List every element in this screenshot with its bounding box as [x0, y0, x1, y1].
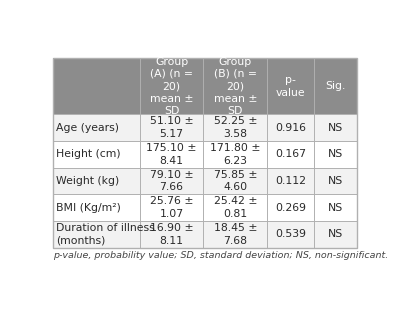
Text: NS: NS: [328, 123, 343, 133]
Text: Group
(B) (n =
20)
mean ±
SD: Group (B) (n = 20) mean ± SD: [214, 57, 257, 116]
Text: 0.916: 0.916: [275, 123, 306, 133]
Text: NS: NS: [328, 229, 343, 239]
Text: p-
value: p- value: [276, 75, 306, 98]
Text: 51.10 ±
5.17: 51.10 ± 5.17: [150, 116, 193, 139]
Text: 0.167: 0.167: [275, 149, 306, 159]
Text: BMI (Kg/m²): BMI (Kg/m²): [56, 203, 121, 213]
Text: 171.80 ±
6.23: 171.80 ± 6.23: [210, 143, 261, 166]
Text: 0.539: 0.539: [275, 229, 306, 239]
Text: NS: NS: [328, 203, 343, 213]
Bar: [53, 58, 357, 114]
Bar: [53, 58, 357, 248]
Text: Sig.: Sig.: [326, 81, 346, 91]
Text: 75.85 ±
4.60: 75.85 ± 4.60: [214, 170, 257, 192]
Text: 0.269: 0.269: [275, 203, 306, 213]
Text: 18.45 ±
7.68: 18.45 ± 7.68: [214, 223, 257, 246]
Text: NS: NS: [328, 176, 343, 186]
Text: Weight (kg): Weight (kg): [56, 176, 120, 186]
Text: Duration of illness
(months): Duration of illness (months): [56, 223, 155, 246]
Bar: [53, 168, 357, 194]
Text: 79.10 ±
7.66: 79.10 ± 7.66: [150, 170, 193, 192]
Text: 25.42 ±
0.81: 25.42 ± 0.81: [214, 197, 257, 219]
Text: 52.25 ±
3.58: 52.25 ± 3.58: [214, 116, 257, 139]
Bar: [53, 194, 357, 221]
Text: NS: NS: [328, 149, 343, 159]
Text: p-value, probability value; SD, standard deviation; NS, non-significant.: p-value, probability value; SD, standard…: [53, 251, 388, 260]
Bar: [53, 114, 357, 141]
Text: 175.10 ±
8.41: 175.10 ± 8.41: [146, 143, 197, 166]
Bar: [53, 141, 357, 168]
Text: 0.112: 0.112: [275, 176, 306, 186]
Text: Group
(A) (n =
20)
mean ±
SD: Group (A) (n = 20) mean ± SD: [150, 57, 193, 116]
Bar: [53, 221, 357, 248]
Text: Age (years): Age (years): [56, 123, 119, 133]
Text: Height (cm): Height (cm): [56, 149, 121, 159]
Text: 16.90 ±
8.11: 16.90 ± 8.11: [150, 223, 193, 246]
Text: 25.76 ±
1.07: 25.76 ± 1.07: [150, 197, 193, 219]
